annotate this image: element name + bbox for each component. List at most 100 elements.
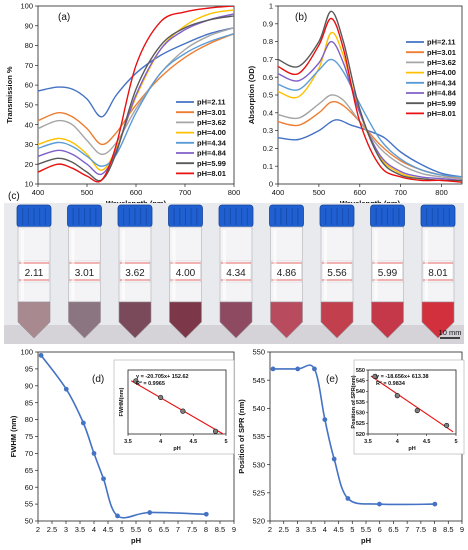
inset-x-tick-label: 5 bbox=[454, 439, 457, 445]
vial-glare bbox=[223, 230, 226, 300]
x-tick-label: 5 bbox=[350, 525, 354, 534]
y-tick-label: 0 bbox=[269, 180, 273, 189]
x-tick-label: 7 bbox=[405, 525, 409, 534]
y-tick-label: 0.2 bbox=[263, 144, 273, 153]
data-point bbox=[377, 501, 382, 507]
vial-liquid bbox=[219, 301, 253, 339]
inset-data-point bbox=[212, 428, 219, 434]
data-point bbox=[80, 420, 86, 426]
inset-y-tick-label: 545 bbox=[356, 378, 365, 384]
vial-2: 3.01 bbox=[67, 204, 102, 339]
scale-bar-label: 10 mm bbox=[439, 328, 462, 337]
panel-label-d: (d) bbox=[92, 374, 104, 385]
y-tick-label: 545 bbox=[252, 376, 265, 385]
inset-equation: y = -18.656x+ 613.38 bbox=[376, 374, 429, 380]
vial-3: 3.62 bbox=[117, 204, 153, 339]
y-tick-label: 530 bbox=[252, 460, 265, 469]
panel-d-fwhm-chart: 2 2.5 3 3.5 4 4.5 5 5.5 6 6.5 7 7.5 8 8.5 9 50 55 60 65 70 7… bbox=[9, 348, 236, 545]
y-tick-label: 100 bbox=[20, 348, 33, 357]
vial-glare bbox=[273, 230, 277, 300]
y-tick-label: 0.3 bbox=[263, 126, 273, 135]
inset-r-squared: R² = 0.9834 bbox=[376, 380, 406, 387]
data-point bbox=[101, 476, 106, 482]
data-point bbox=[312, 366, 317, 372]
panel-b-absorption-chart: 400 500 600 700 800 0 0.1 0.2 0.3 0.4 0.5 0.6 0.7 0.8… bbox=[247, 2, 463, 208]
x-tick-label: 3.5 bbox=[306, 525, 316, 534]
inset-data-point bbox=[414, 407, 420, 414]
vial-label-sticker bbox=[119, 260, 151, 283]
x-tick-label: 3 bbox=[295, 525, 299, 534]
x-tick-label: 6 bbox=[378, 525, 382, 534]
x-axis-label: pH bbox=[361, 536, 371, 545]
x-tick-label: 600 bbox=[130, 188, 143, 197]
y-tick-label: 100 bbox=[20, 2, 33, 11]
series-line-pH-3-01 bbox=[38, 33, 234, 146]
vial-liquid bbox=[118, 301, 152, 339]
inset-x-axis-label: pH bbox=[408, 446, 415, 452]
x-tick-label: 4 bbox=[92, 525, 96, 534]
legend-label: pH=5.99 bbox=[427, 99, 456, 108]
series-line-pH-8-01 bbox=[278, 17, 462, 183]
x-tick-label: 7 bbox=[176, 525, 180, 534]
inset-y-tick-label: 535 bbox=[356, 400, 365, 406]
x-tick-label: 5.5 bbox=[361, 525, 371, 534]
data-point bbox=[115, 513, 120, 519]
legend-label: pH=4.84 bbox=[427, 89, 457, 98]
x-tick-label: 4.5 bbox=[333, 525, 343, 534]
y-axis-label: Position of SPR (nm) bbox=[237, 399, 246, 474]
vial-5: 4.34 bbox=[218, 204, 254, 339]
vial-4: 4.00 bbox=[168, 204, 203, 339]
y-tick-label: 65 bbox=[25, 466, 33, 475]
vial-ph-label: 2.11 bbox=[25, 268, 44, 279]
vial-9: 8.01 bbox=[420, 204, 456, 339]
y-tick-label: 525 bbox=[252, 488, 265, 497]
vial-ph-label: 5.56 bbox=[327, 268, 347, 279]
x-tick-label: 600 bbox=[354, 188, 367, 197]
x-tick-label: 400 bbox=[272, 188, 285, 197]
data-point bbox=[91, 451, 97, 456]
inset-r-squared: R² = 0.9965 bbox=[136, 380, 165, 387]
x-tick-label: 3.5 bbox=[75, 525, 85, 534]
y-tick-label: 80 bbox=[25, 41, 33, 50]
series-line-pH-8-01 bbox=[38, 6, 234, 183]
y-tick-label: 95 bbox=[25, 365, 33, 374]
panel-e-spr-position-chart: 2 2.5 3 3.5 4 4.5 5 5.5 6 6.5 7 7.5 8 8.5 952052553053… bbox=[237, 348, 465, 545]
y-axis-label: Transmission % bbox=[5, 66, 14, 123]
legend-label: pH=5.99 bbox=[197, 159, 226, 168]
series-line-pH-5-99 bbox=[38, 15, 234, 182]
vial-ph-label: 4.86 bbox=[277, 268, 297, 279]
inset-y-tick-label: 540 bbox=[356, 389, 365, 395]
inset-background bbox=[353, 359, 465, 455]
inset-y-axis-label: Position of SPR(nm) bbox=[351, 375, 357, 428]
y-tick-label: 20 bbox=[25, 160, 33, 169]
inset-x-tick-label: 4 bbox=[159, 439, 163, 445]
vial-ph-label: 3.62 bbox=[125, 268, 145, 279]
inset-x-tick-label: 3.5 bbox=[124, 439, 132, 445]
x-tick-label: 4 bbox=[323, 525, 327, 534]
y-tick-label: 50 bbox=[25, 517, 33, 526]
y-tick-label: 70 bbox=[25, 61, 33, 70]
x-tick-label: 5.5 bbox=[131, 525, 141, 534]
vial-label-sticker bbox=[321, 260, 353, 283]
series-line-pH-5-99 bbox=[278, 10, 462, 182]
x-tick-label: 8.5 bbox=[443, 525, 453, 534]
x-tick-label: 7.5 bbox=[416, 525, 426, 534]
vial-label-sticker bbox=[422, 260, 454, 283]
vial-glare bbox=[71, 230, 75, 300]
x-tick-label: 2.5 bbox=[47, 525, 57, 534]
x-tick-label: 2 bbox=[36, 525, 40, 534]
inset-data-point bbox=[372, 373, 378, 380]
vial-glare bbox=[172, 230, 176, 300]
data-point bbox=[295, 366, 301, 372]
y-tick-label: 80 bbox=[25, 415, 33, 424]
y-tick-label: 1 bbox=[269, 2, 273, 11]
y-tick-label: 90 bbox=[25, 381, 33, 390]
series-line-pH-4-34 bbox=[278, 58, 462, 178]
inset-x-axis-label: pH bbox=[173, 446, 180, 452]
vial-label-sticker bbox=[372, 260, 403, 283]
y-tick-label: 0.7 bbox=[263, 55, 273, 64]
vial-liquid bbox=[169, 301, 202, 339]
vial-liquid bbox=[320, 301, 354, 339]
legend-label: pH=4.84 bbox=[197, 149, 227, 158]
